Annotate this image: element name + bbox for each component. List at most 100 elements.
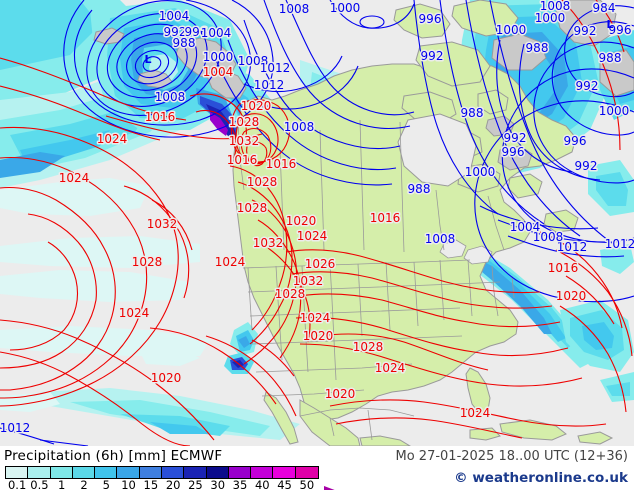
colorbar-tick-2: 2 xyxy=(80,478,88,490)
isobar-label-1020: 1020 xyxy=(241,99,272,113)
isobar-label-halo: 1008 xyxy=(238,54,269,68)
isobar-label-1012: 1012 xyxy=(260,61,291,75)
isobar-label-halo: 992 xyxy=(504,131,527,145)
map-svg: 1008 1008 1016 1016 1024 1024 1024 1024 1032 1032… xyxy=(0,0,634,446)
isobar-label-1028: 1028 xyxy=(353,340,384,354)
colorbar-swatch-30 xyxy=(206,467,229,478)
colorbar-tick-50: 50 xyxy=(299,478,315,490)
isobar-label-halo: 1032 xyxy=(253,236,284,250)
isobar-label-1000: 1000 xyxy=(465,165,496,179)
isobar-label-1008: 1008 xyxy=(540,0,571,13)
isobar-label-1024: 1024 xyxy=(300,311,331,325)
isobar-label-1020: 1020 xyxy=(325,387,356,401)
isobar-label-1016: 1016 xyxy=(370,211,401,225)
isobar-label-1004: 1004 xyxy=(203,65,234,79)
isobar-label-1008: 1008 xyxy=(238,54,269,68)
isobar-label-halo: 1008 xyxy=(279,2,310,16)
isobar-label-984: 984 xyxy=(593,1,616,15)
colorbar-tick-40: 40 xyxy=(254,478,270,490)
chart-title: Precipitation (6h) [mm] ECMWF xyxy=(4,448,223,464)
isobar-label-halo: 984 xyxy=(593,1,616,15)
landmass-layer xyxy=(93,0,634,446)
isobar-label-halo: 1020 xyxy=(556,289,587,303)
isobar-label-1032: 1032 xyxy=(147,217,178,231)
isobar-label-halo: 1016 xyxy=(145,110,176,124)
isobar-label-halo: 1008 xyxy=(533,230,564,244)
isobar-label-halo: 1004 xyxy=(510,220,541,234)
colorbar-swatch-25 xyxy=(184,467,207,478)
isobar-label-1000: 1000 xyxy=(535,11,566,25)
isobar-label-halo: 1024 xyxy=(97,132,128,146)
isobar-label-1028: 1028 xyxy=(237,201,268,215)
isobar-label-1016: 1016 xyxy=(266,157,297,171)
colorbar-tick-45: 45 xyxy=(277,478,292,490)
precipitation-colorbar[interactable]: 0.1 0.5 1 2 5 10 15 20 25 30 35 40 45 50 xyxy=(5,466,340,490)
isobar-label-halo: 1000 xyxy=(535,11,566,25)
isobar-label-halo: 1028 xyxy=(229,115,260,129)
isobar-label-halo: 1024 xyxy=(375,361,406,375)
isobar-label-988: 988 xyxy=(526,41,549,55)
colorbar-swatches[interactable] xyxy=(5,466,319,479)
colorbar-swatch-45 xyxy=(273,467,296,478)
colorbar-swatch-50 xyxy=(295,467,318,478)
isobar-label-1004: 1004 xyxy=(159,9,190,23)
isobar-label-halo: 1004 xyxy=(203,65,234,79)
isobar-label-halo: 1020 xyxy=(286,214,317,228)
isobar-label-halo: 996 xyxy=(502,145,525,159)
isobar-label-halo: 1012 xyxy=(254,78,285,92)
isobar-label-1012: 1012 xyxy=(605,237,634,251)
isobar-label-996: 996 xyxy=(185,25,208,39)
isobar-label-1008: 1008 xyxy=(279,2,310,16)
isobar-label-halo: 1032 xyxy=(293,274,324,288)
isobar-label-1024: 1024 xyxy=(119,306,150,320)
isobar-label-1020: 1020 xyxy=(286,214,317,228)
isobar-label-halo: 1020 xyxy=(151,371,182,385)
colorbar-overflow-arrow-icon xyxy=(324,486,340,490)
isobar-label-halo: 1028 xyxy=(132,255,163,269)
weather-map-canvas[interactable]: 1008 1008 1016 1016 1024 1024 1024 1024 1032 1032… xyxy=(0,0,634,446)
isobar-label-1000: 1000 xyxy=(496,23,527,37)
isobar-label-halo: 1008 xyxy=(155,90,186,104)
isobar-label-996: 996 xyxy=(609,23,632,37)
isobar-label-halo: 992 xyxy=(164,25,187,39)
isobar-label-1000: 1000 xyxy=(330,1,361,15)
isobar-label-1026: 1026 xyxy=(305,257,336,271)
isobar-label-halo: 1026 xyxy=(305,257,336,271)
isobar-label-1016: 1016 xyxy=(227,153,258,167)
isobar-label-halo: 1000 xyxy=(203,50,234,64)
isobar-label-1000: 1000 xyxy=(203,50,234,64)
isobar-label-halo: 1016 xyxy=(227,153,258,167)
colorbar-tick-35: 35 xyxy=(232,478,248,490)
isobar-label-halo: 1032 xyxy=(147,217,178,231)
footer-bar: Precipitation (6h) [mm] ECMWF Mo 27-01-2… xyxy=(0,446,634,490)
isobar-label-halo: 1012 xyxy=(557,240,588,254)
isobar-label-1012: 1012 xyxy=(254,78,285,92)
colorbar-swatch-5 xyxy=(95,467,118,478)
isobar-label-1008: 1008 xyxy=(533,230,564,244)
isobar-label-1024: 1024 xyxy=(460,406,491,420)
isobar-label-1020: 1020 xyxy=(303,329,334,343)
isobar-label-988: 988 xyxy=(461,106,484,120)
colorbar-swatch-20 xyxy=(161,467,185,478)
isobar-label-1024: 1024 xyxy=(97,132,128,146)
isobar-label-1032: 1032 xyxy=(253,236,284,250)
isobar-label-halo: 1020 xyxy=(303,329,334,343)
colorbar-tick-20: 20 xyxy=(165,478,181,490)
isobar-label-halo: 988 xyxy=(599,51,622,65)
greenland-low-center: L xyxy=(606,18,613,31)
isobar-label-992: 992 xyxy=(574,24,597,38)
isobar-label-halo: 1028 xyxy=(237,201,268,215)
isobar-label-halo: 996 xyxy=(609,23,632,37)
isobar-label-1008: 1008 xyxy=(284,120,315,134)
isobar-label-halo: 1008 xyxy=(540,0,571,13)
isobar-label-1032: 1032 xyxy=(229,134,260,148)
isobars-high xyxy=(0,0,633,446)
isobar-label-1020: 1020 xyxy=(556,289,587,303)
isobar-label-halo: 996 xyxy=(419,12,442,26)
isobar-label-992: 992 xyxy=(421,49,444,63)
isobar-label-halo: 1016 xyxy=(370,211,401,225)
isobar-label-halo: 1024 xyxy=(300,311,331,325)
isobar-label-992: 992 xyxy=(575,159,598,173)
colorbar-swatch-35 xyxy=(228,467,252,478)
valid-time-label: Mo 27-01-2025 18..00 UTC (12+36) xyxy=(395,449,629,464)
